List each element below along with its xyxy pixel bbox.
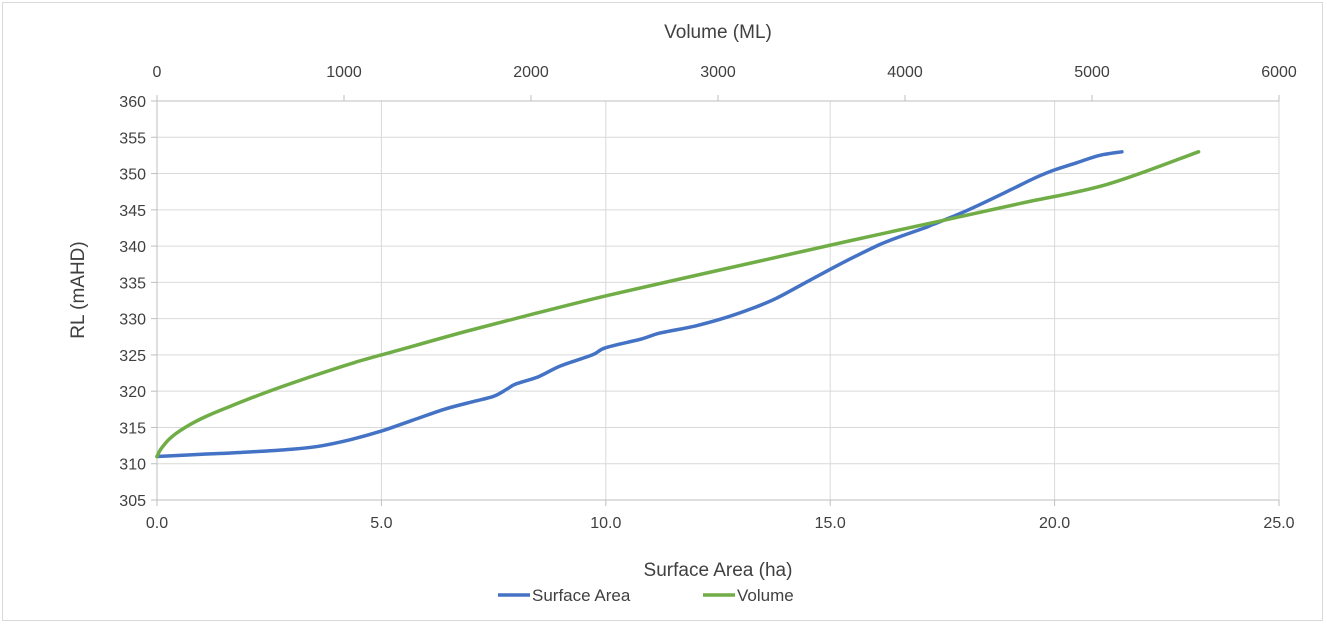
x2-tick-label: 3000 <box>700 64 736 81</box>
x2-axis-title: Volume (ML) <box>664 22 772 43</box>
x-tick-label: 20.0 <box>1039 515 1070 532</box>
series-line-surface-area <box>155 150 1124 459</box>
x-tick-label: 5.0 <box>370 515 392 532</box>
x-tick-label: 10.0 <box>590 515 621 532</box>
x-axis-title: Surface Area (ha) <box>644 560 793 581</box>
y-tick-label: 330 <box>119 312 146 329</box>
series-line-volume <box>155 150 1201 459</box>
y-tick-label: 360 <box>119 94 146 111</box>
y-tick-label: 310 <box>119 457 146 474</box>
y-tick-label: 305 <box>119 493 146 510</box>
x2-tick-label: 4000 <box>887 64 923 81</box>
y-tick-label: 350 <box>119 167 146 184</box>
y-tick-label: 320 <box>119 384 146 401</box>
legend-label-volume: Volume <box>737 586 794 605</box>
x-tick-label: 15.0 <box>815 515 846 532</box>
y-tick-label: 335 <box>119 275 146 292</box>
series-group <box>155 150 1201 459</box>
y-tick-label: 325 <box>119 348 146 365</box>
legend-label-surface-area: Surface Area <box>532 586 631 605</box>
x2-tick-label: 5000 <box>1074 64 1110 81</box>
x-tick-label: 0.0 <box>146 515 168 532</box>
y-tick-label: 340 <box>119 239 146 256</box>
chart-svg: 305 310 315 320 325 330 335 340 345 350 355 360 0.0 5… <box>68 22 1297 605</box>
y-axis-title: RL (mAHD) <box>68 241 89 338</box>
legend: Surface Area Volume <box>498 586 794 605</box>
y-tick-label: 315 <box>119 420 146 437</box>
x2-tick-label: 6000 <box>1261 64 1297 81</box>
tick-labels: 305 310 315 320 325 330 335 340 345 350 355 360 0.0 5… <box>119 64 1297 532</box>
x-tick-label: 25.0 <box>1263 515 1294 532</box>
axes <box>151 95 1280 506</box>
gridlines <box>156 100 1280 501</box>
x2-tick-label: 2000 <box>513 64 549 81</box>
y-tick-label: 355 <box>119 130 146 147</box>
x2-tick-label: 0 <box>153 64 162 81</box>
x2-tick-label: 1000 <box>326 64 362 81</box>
y-tick-label: 345 <box>119 203 146 220</box>
